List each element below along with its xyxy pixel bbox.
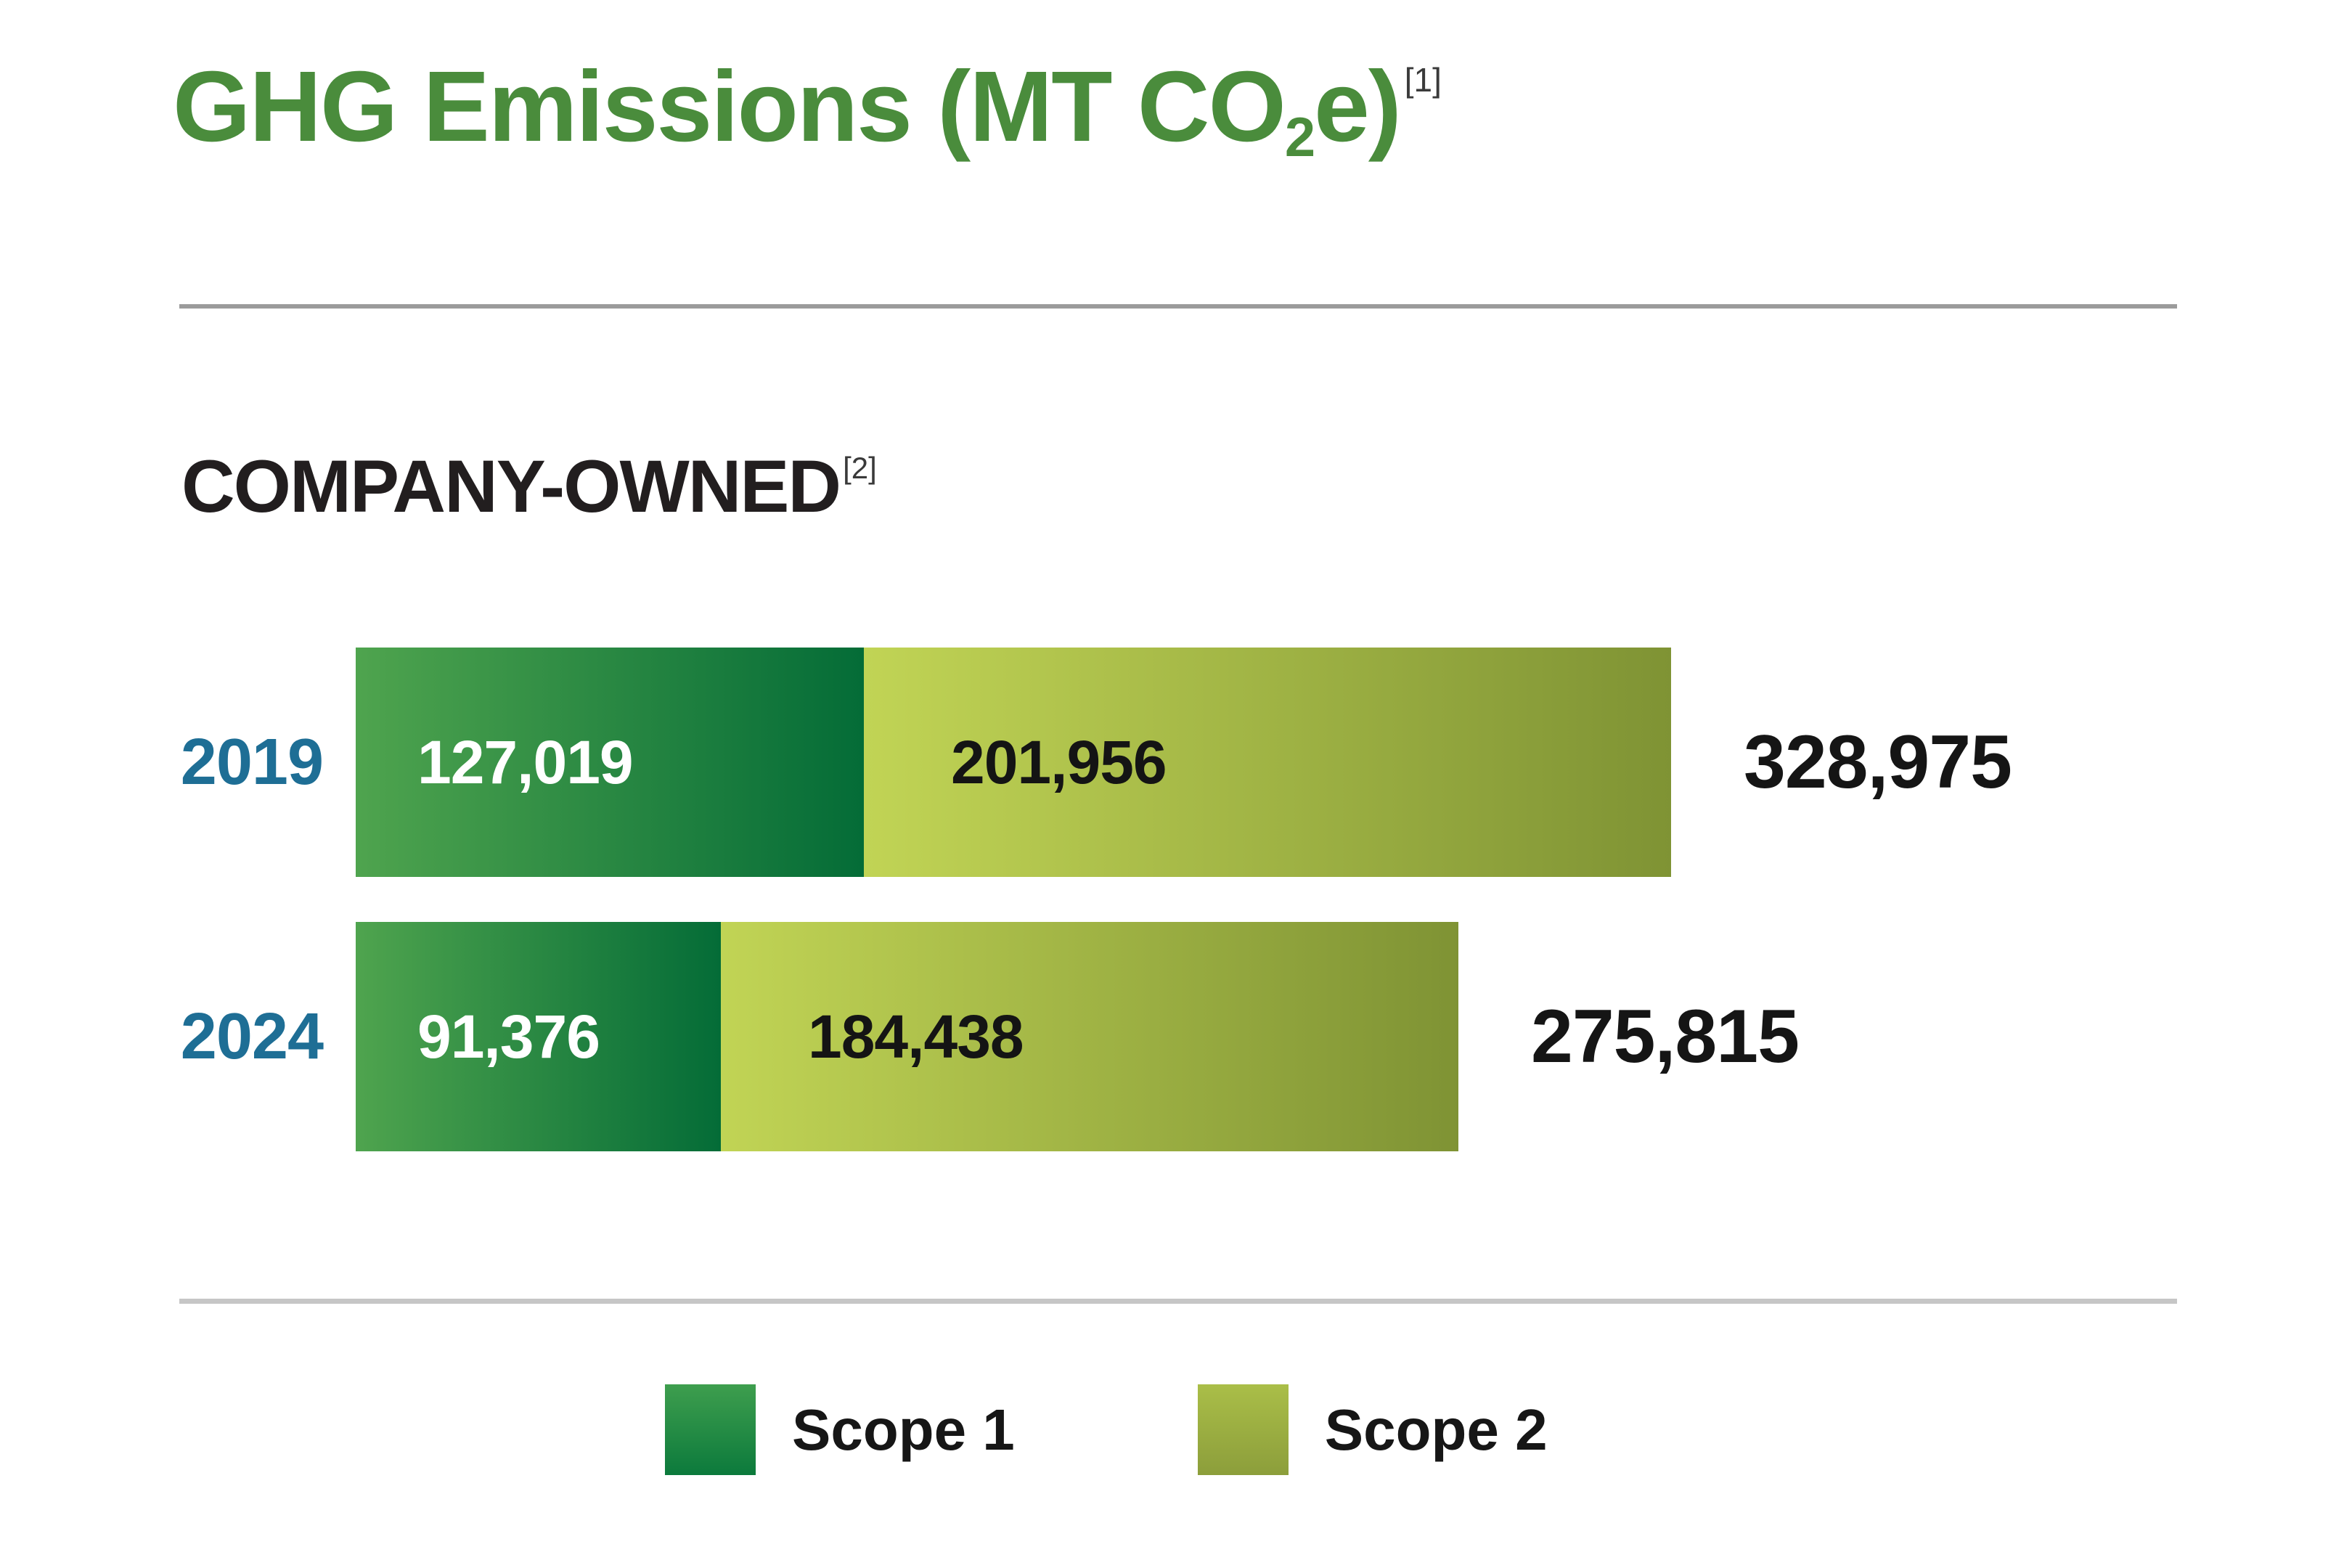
legend-item-scope1: Scope 1 <box>665 1384 1015 1475</box>
legend: Scope 1 Scope 2 <box>665 1384 1548 1475</box>
section-footnote-marker: [2] <box>843 451 877 485</box>
legend-label-scope2: Scope 2 <box>1324 1397 1548 1462</box>
section-heading: COMPANY-OWNED[2] <box>181 444 877 529</box>
total-value-label: 328,975 <box>1744 719 2012 804</box>
divider-bottom <box>179 1299 2177 1304</box>
year-label: 2019 <box>180 725 324 799</box>
scope1-value-label: 91,376 <box>417 1002 600 1071</box>
scope2-segment: 201,956 <box>864 648 1671 877</box>
page-title-text: GHG Emissions (MT CO <box>173 51 1286 163</box>
scope1-value-label: 127,019 <box>417 727 634 796</box>
scope1-segment: 91,376 <box>356 922 721 1151</box>
divider-top <box>179 304 2177 309</box>
bar-stack: 91,376 184,438 <box>356 922 1458 1151</box>
stacked-bar-chart: 2019 127,019 201,956 328,975 2024 91,376… <box>178 648 2283 1196</box>
legend-swatch-scope2 <box>1197 1384 1289 1475</box>
bar-row-2019: 2019 127,019 201,956 328,975 <box>178 648 2283 877</box>
page-title: GHG Emissions (MT CO2e) [1] <box>173 51 1442 168</box>
year-label: 2024 <box>180 1000 324 1073</box>
legend-swatch-scope1 <box>665 1384 756 1475</box>
title-subscript: 2 <box>1284 107 1315 169</box>
scope2-value-label: 184,438 <box>808 1002 1024 1071</box>
scope1-segment: 127,019 <box>356 648 864 877</box>
legend-item-scope2: Scope 2 <box>1197 1384 1548 1475</box>
legend-label-scope1: Scope 1 <box>792 1397 1015 1462</box>
bar-stack: 127,019 201,956 <box>356 648 1671 877</box>
scope2-value-label: 201,956 <box>951 727 1167 796</box>
title-footnote-marker: [1] <box>1404 61 1442 99</box>
bar-row-2024: 2024 91,376 184,438 275,815 <box>178 922 2283 1151</box>
section-heading-text: COMPANY-OWNED <box>181 445 841 528</box>
scope2-segment: 184,438 <box>721 922 1458 1151</box>
total-value-label: 275,815 <box>1531 994 1800 1079</box>
page-title-text-suffix: e) <box>1314 51 1402 163</box>
